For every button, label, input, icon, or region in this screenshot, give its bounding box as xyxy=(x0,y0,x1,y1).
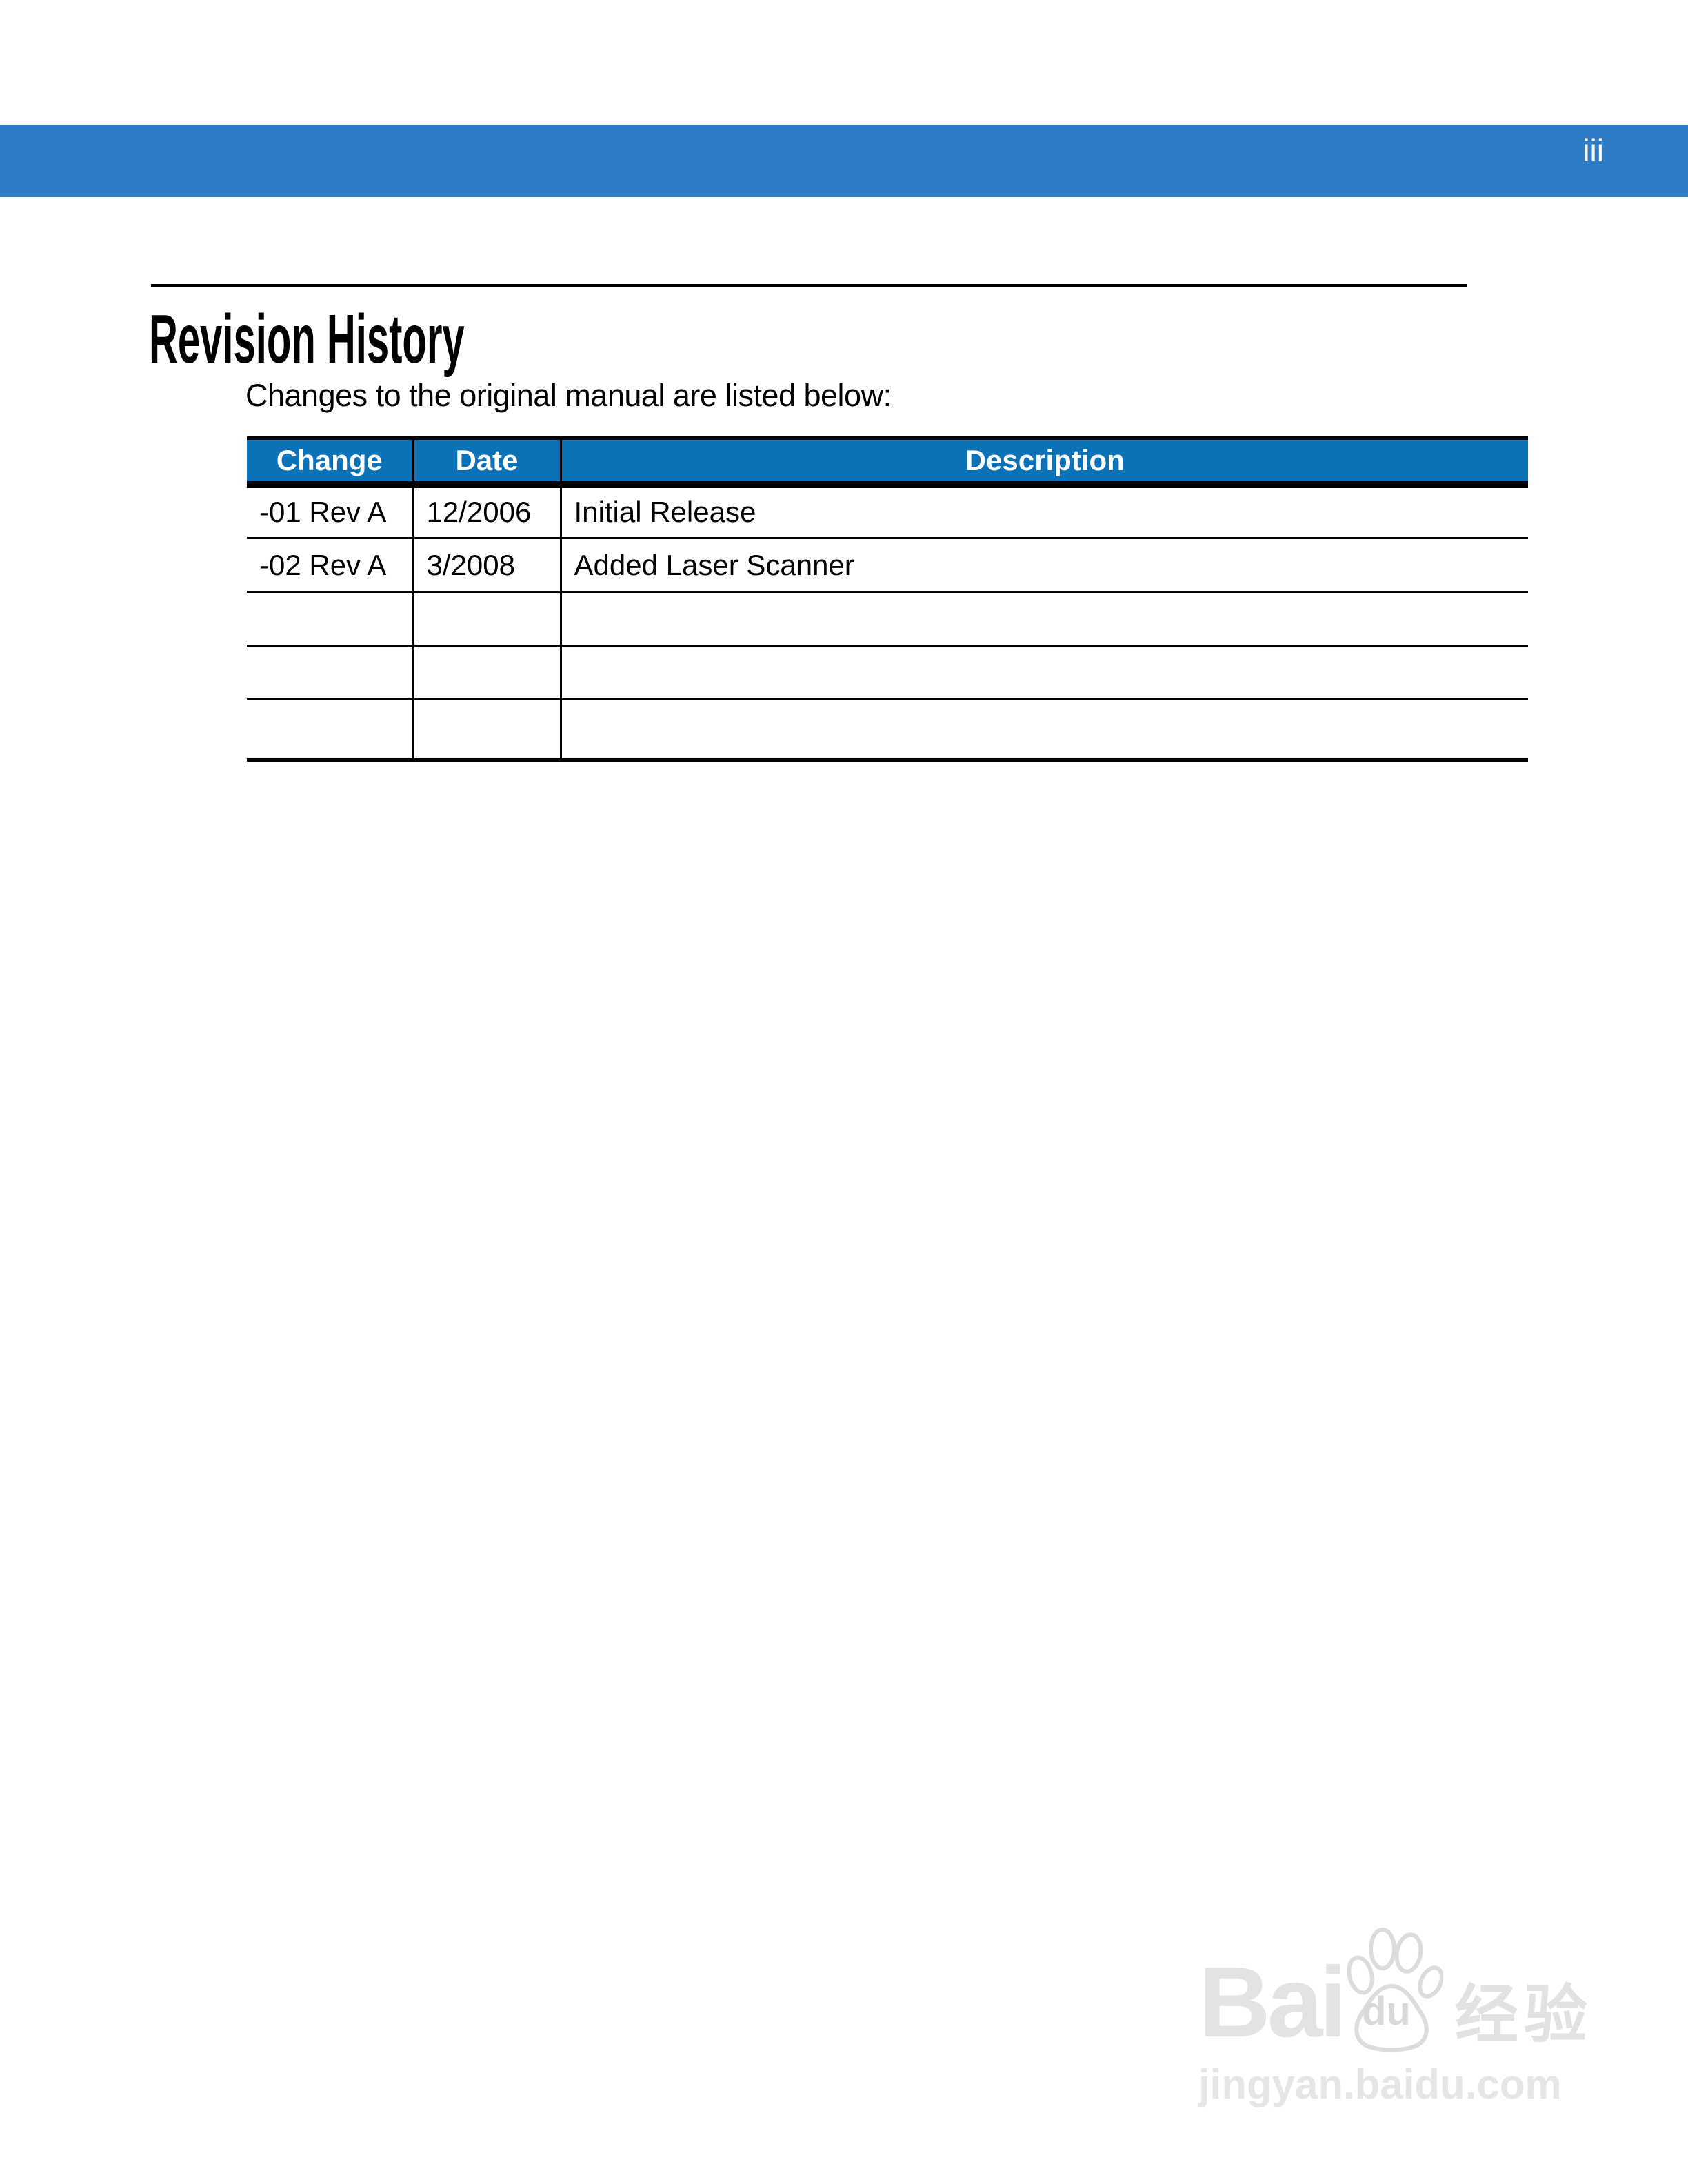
cell-description xyxy=(559,699,1528,760)
cell-description xyxy=(559,645,1528,700)
cell-change xyxy=(247,700,413,760)
cell-date: 3/2008 xyxy=(412,538,561,593)
cell-date xyxy=(412,645,561,700)
baidu-watermark-logo-row: Bai du 经验 xyxy=(1198,1925,1612,2056)
cell-date: 12/2006 xyxy=(412,484,561,539)
table-row xyxy=(247,699,1528,760)
baidu-watermark: Bai du 经验 jingyan.baidu.com xyxy=(1198,1925,1612,2119)
cell-change xyxy=(247,645,413,700)
cell-date xyxy=(412,592,561,647)
table-row: -02 Rev A 3/2008 Added Laser Scanner xyxy=(247,538,1528,593)
cell-date xyxy=(412,699,561,760)
baidu-jingyan-cjk: 经验 xyxy=(1455,1980,1594,2050)
baidu-wordmark-du: du xyxy=(1362,1989,1411,2034)
table-header-row: Change Date Description xyxy=(247,438,1528,488)
section-divider-line xyxy=(151,284,1467,287)
revision-history-table: Change Date Description -01 Rev A 12/200… xyxy=(247,436,1528,762)
cell-change: -02 Rev A xyxy=(247,538,413,593)
watermark-url: jingyan.baidu.com xyxy=(1198,2061,1562,2107)
column-header-change: Change xyxy=(247,438,413,488)
page-title: Revision History xyxy=(149,301,465,378)
cell-description xyxy=(559,592,1528,647)
cell-change: -01 Rev A xyxy=(247,484,413,539)
column-header-date: Date xyxy=(412,438,561,488)
table-row: -01 Rev A 12/2006 Initial Release xyxy=(247,484,1528,539)
intro-text: Changes to the original manual are liste… xyxy=(245,378,892,413)
baidu-paw-icon xyxy=(1347,1928,1443,2052)
cell-description: Added Laser Scanner xyxy=(559,538,1528,593)
column-header-description: Description xyxy=(559,438,1528,488)
table-row xyxy=(247,645,1528,700)
table-row xyxy=(247,592,1528,647)
cell-change xyxy=(247,592,413,647)
cell-description: Initial Release xyxy=(559,484,1528,539)
baidu-wordmark-bai: Bai xyxy=(1198,1946,1347,2058)
page-header-bar: iii xyxy=(0,125,1688,197)
page-number: iii xyxy=(1582,132,1604,168)
